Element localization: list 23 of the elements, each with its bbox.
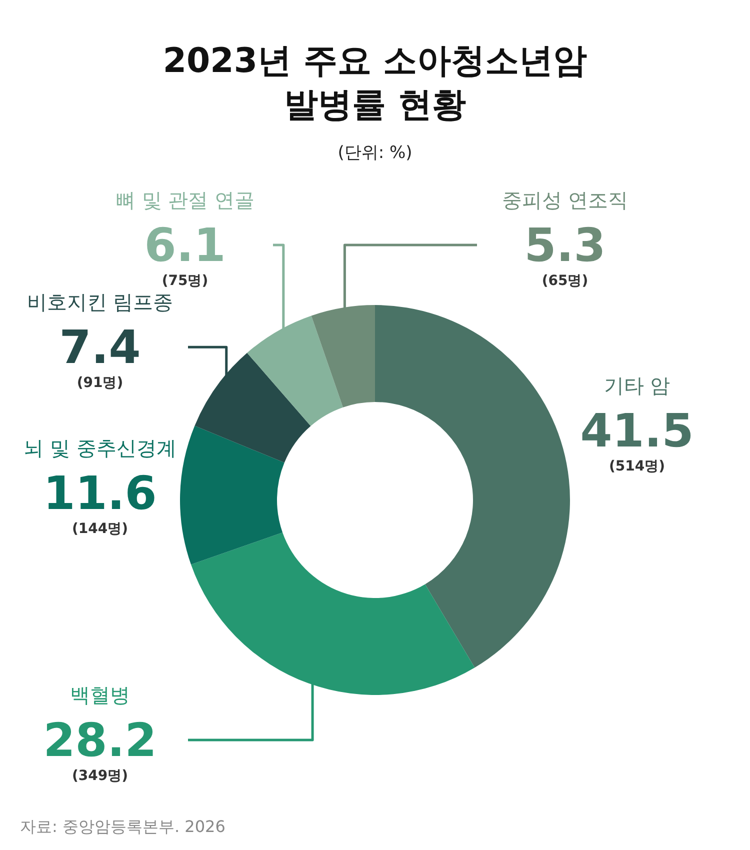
chart-subtitle: (단위: %) — [338, 143, 412, 163]
text: (349명) — [72, 768, 128, 784]
text: 자료: 중앙암등록본부. 2026 — [20, 817, 226, 836]
slice-label: 뼈 및 관절 연골 — [115, 188, 255, 212]
data-label: 7.4 — [59, 320, 141, 374]
slice-label: 백혈병 — [70, 683, 130, 707]
slice-label: 중피성 연조직 — [502, 188, 628, 212]
slice-label: 기타 암 — [604, 374, 670, 398]
donut-slice — [180, 426, 284, 565]
data-label: 11.6 — [43, 466, 157, 520]
text: (65명) — [542, 273, 588, 289]
text: (91명) — [76, 375, 124, 392]
data-label: 41.5 — [580, 404, 694, 458]
data-label: 5.3 — [524, 218, 606, 272]
slice-label: 뇌 및 중추신경계 — [24, 436, 176, 460]
chart-title: 2023년 주요 소아청소년암 발병률 현황 — [162, 41, 588, 125]
slice-label: 비호지킨 림프종 — [26, 290, 174, 314]
donut-slice — [375, 305, 570, 668]
text: (514명) — [608, 458, 666, 475]
text: (144명) — [72, 521, 128, 538]
data-label: 6.1 — [144, 218, 226, 272]
data-label: 28.2 — [43, 713, 157, 767]
text: (75명) — [162, 273, 208, 289]
